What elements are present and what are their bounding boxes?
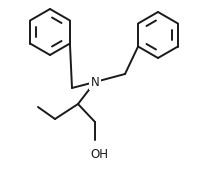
Text: N: N (91, 76, 99, 89)
Text: OH: OH (90, 148, 108, 161)
